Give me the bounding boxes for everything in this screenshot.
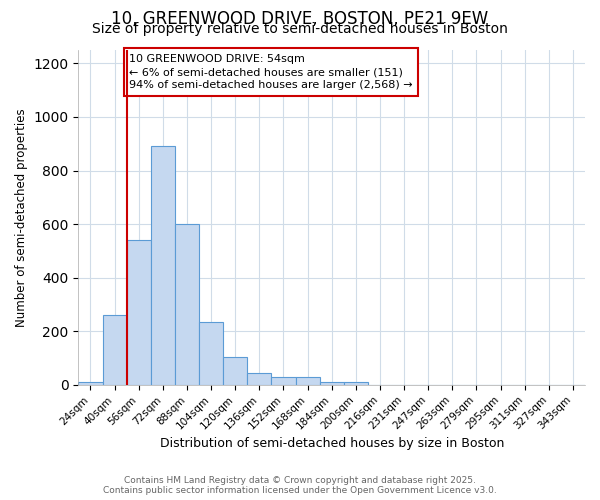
- Bar: [320, 382, 344, 385]
- Bar: [175, 224, 199, 385]
- Bar: [296, 377, 320, 385]
- Bar: [223, 356, 247, 385]
- Bar: [151, 146, 175, 385]
- Text: Contains HM Land Registry data © Crown copyright and database right 2025.
Contai: Contains HM Land Registry data © Crown c…: [103, 476, 497, 495]
- Bar: [79, 382, 103, 385]
- Bar: [103, 315, 127, 385]
- Text: 10, GREENWOOD DRIVE, BOSTON, PE21 9EW: 10, GREENWOOD DRIVE, BOSTON, PE21 9EW: [112, 10, 488, 28]
- Text: 10 GREENWOOD DRIVE: 54sqm
← 6% of semi-detached houses are smaller (151)
94% of : 10 GREENWOOD DRIVE: 54sqm ← 6% of semi-d…: [129, 54, 413, 90]
- Bar: [344, 382, 368, 385]
- Bar: [271, 377, 296, 385]
- Bar: [199, 322, 223, 385]
- Bar: [127, 240, 151, 385]
- Bar: [247, 373, 271, 385]
- Text: Size of property relative to semi-detached houses in Boston: Size of property relative to semi-detach…: [92, 22, 508, 36]
- Y-axis label: Number of semi-detached properties: Number of semi-detached properties: [15, 108, 28, 326]
- X-axis label: Distribution of semi-detached houses by size in Boston: Distribution of semi-detached houses by …: [160, 437, 504, 450]
